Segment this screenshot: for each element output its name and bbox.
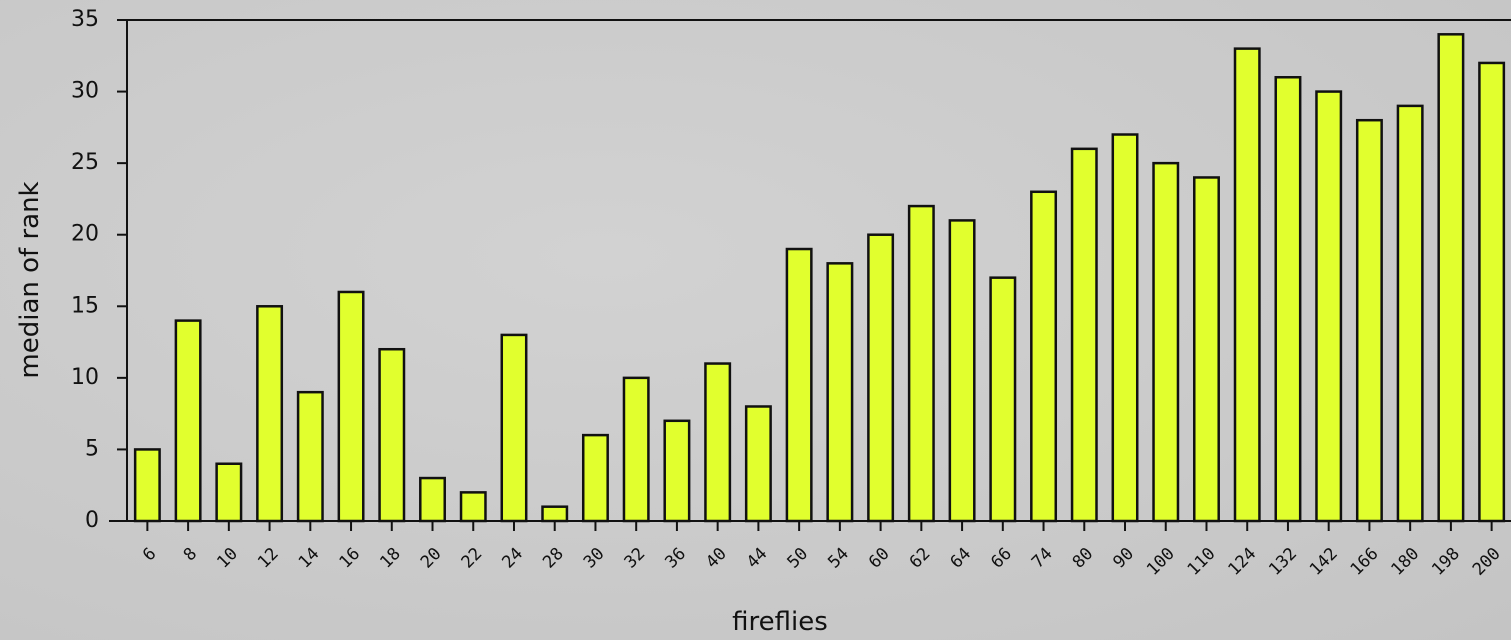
bar [868,235,892,521]
bar [502,335,526,521]
x-tick-label: 54 [824,544,853,573]
y-tick-label: 0 [85,508,99,533]
x-tick-label: 36 [661,544,690,573]
x-tick-label: 62 [906,544,935,573]
x-tick-label: 32 [621,544,650,573]
y-tick-label: 15 [71,293,99,318]
x-tick-label: 6 [139,544,160,565]
bar [1235,49,1259,521]
bar [1113,135,1137,521]
bar [787,249,811,521]
bar [950,220,974,521]
bar [298,392,322,521]
bar [1031,192,1055,521]
x-tick-label: 124 [1224,544,1260,580]
bar [705,364,729,521]
x-tick-label: 74 [1028,544,1057,573]
y-tick-label: 30 [71,79,99,104]
x-tick-label: 40 [702,544,731,573]
x-tick-label: 18 [376,544,405,573]
bar [339,292,363,521]
x-axis-label: fireflies [732,607,828,637]
bar [746,406,770,521]
bar [1154,163,1178,521]
bar [665,421,689,521]
bar [1072,149,1096,521]
bar [1276,77,1300,521]
x-tick-label: 24 [498,544,527,573]
bar [583,435,607,521]
y-tick-label: 5 [85,436,99,461]
page: fireflies median of rank 0 5 10 15 20 25 30 35 6… [0,0,1511,640]
y-tick-label: 35 [71,7,99,32]
x-tick-label: 100 [1143,544,1179,580]
x-tick-label: 64 [947,544,976,573]
x-tick-label: 30 [580,544,609,573]
x-tick-label: 180 [1387,544,1423,580]
x-tick-label: 22 [458,544,487,573]
bar [461,492,485,521]
x-tick-label: 142 [1306,544,1342,580]
bar [1357,120,1381,521]
y-tick-label: 10 [71,365,99,390]
x-tick-label: 28 [539,544,568,573]
x-tick-label: 60 [865,544,894,573]
x-tick-label: 90 [1109,544,1138,573]
bar [217,464,241,521]
x-tick-label: 8 [180,544,201,565]
x-tick-label: 110 [1184,544,1220,580]
x-tick-label: 66 [987,544,1016,573]
y-axis-label: median of rank [15,181,45,378]
bar [1398,106,1422,521]
x-tick-label: 132 [1265,544,1301,580]
y-tick-label: 20 [71,222,99,247]
x-tick-label: 80 [1069,544,1098,573]
x-tick-label: 200 [1469,544,1505,580]
x-tick-label: 20 [417,544,446,573]
bar [420,478,444,521]
bar [1194,177,1218,521]
x-tick-label: 50 [784,544,813,573]
bar [380,349,404,521]
x-tick-label: 14 [295,544,324,573]
x-tick-label: 10 [213,544,242,573]
y-tick-label: 25 [71,150,99,175]
bar [909,206,933,521]
bar [543,507,567,521]
x-tick-label: 166 [1347,544,1383,580]
bar [257,306,281,521]
x-tick-label: 16 [335,544,364,573]
bar [991,278,1015,521]
bar [135,449,159,521]
bar [176,321,200,521]
chart: fireflies median of rank 0 5 10 15 20 25 30 35 6… [0,0,1511,640]
x-tick-label: 12 [254,544,283,573]
bar [624,378,648,521]
bar [1479,63,1503,521]
x-tick-label: 198 [1428,544,1464,580]
bar [1439,34,1463,521]
bar [828,263,852,521]
bar [1316,92,1340,521]
x-tick-label: 44 [743,544,772,573]
